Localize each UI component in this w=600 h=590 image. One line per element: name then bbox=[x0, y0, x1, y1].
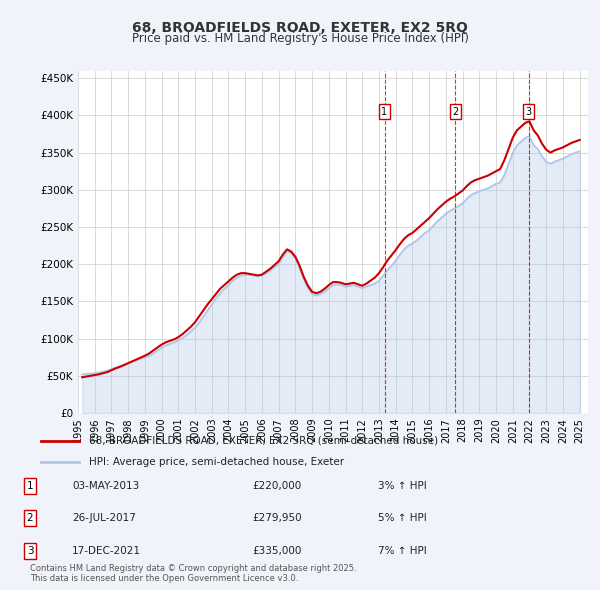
Text: 1: 1 bbox=[26, 481, 34, 491]
Text: HPI: Average price, semi-detached house, Exeter: HPI: Average price, semi-detached house,… bbox=[89, 457, 344, 467]
Text: 17-DEC-2021: 17-DEC-2021 bbox=[72, 546, 141, 556]
Text: £335,000: £335,000 bbox=[252, 546, 301, 556]
Text: 3: 3 bbox=[26, 546, 34, 556]
Text: 3: 3 bbox=[526, 107, 532, 117]
Text: 26-JUL-2017: 26-JUL-2017 bbox=[72, 513, 136, 523]
Text: £220,000: £220,000 bbox=[252, 481, 301, 491]
Text: 5% ↑ HPI: 5% ↑ HPI bbox=[378, 513, 427, 523]
Text: 3% ↑ HPI: 3% ↑ HPI bbox=[378, 481, 427, 491]
Text: 1: 1 bbox=[382, 107, 388, 117]
Text: 68, BROADFIELDS ROAD, EXETER, EX2 5RQ (semi-detached house): 68, BROADFIELDS ROAD, EXETER, EX2 5RQ (s… bbox=[89, 436, 439, 446]
Text: Price paid vs. HM Land Registry's House Price Index (HPI): Price paid vs. HM Land Registry's House … bbox=[131, 32, 469, 45]
Text: £279,950: £279,950 bbox=[252, 513, 302, 523]
Text: 03-MAY-2013: 03-MAY-2013 bbox=[72, 481, 139, 491]
Text: 2: 2 bbox=[452, 107, 458, 117]
Text: Contains HM Land Registry data © Crown copyright and database right 2025.
This d: Contains HM Land Registry data © Crown c… bbox=[30, 563, 356, 583]
Text: 68, BROADFIELDS ROAD, EXETER, EX2 5RQ: 68, BROADFIELDS ROAD, EXETER, EX2 5RQ bbox=[132, 21, 468, 35]
Text: 7% ↑ HPI: 7% ↑ HPI bbox=[378, 546, 427, 556]
Text: 2: 2 bbox=[26, 513, 34, 523]
